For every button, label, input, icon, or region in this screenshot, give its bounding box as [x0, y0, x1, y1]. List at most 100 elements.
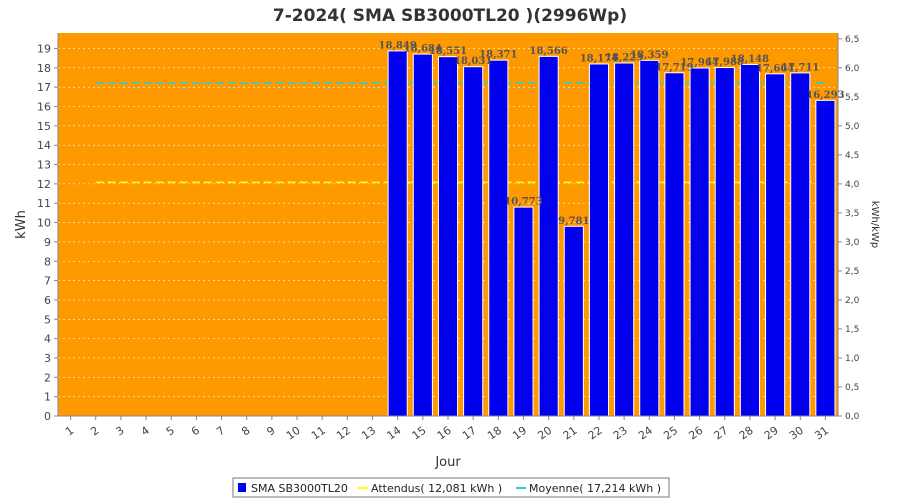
x-tick-label: 10 [284, 424, 303, 443]
data-label: 18,566 [530, 46, 568, 57]
bar [715, 68, 734, 417]
data-label: 18,849 [379, 40, 417, 51]
y2-tick-label: 3,0 [845, 238, 860, 248]
bar [489, 60, 508, 416]
x-tick-label: 22 [586, 424, 605, 443]
y2-tick-label: 6,0 [845, 64, 860, 74]
y2-tick-label: 1,5 [845, 325, 859, 335]
x-tick-label: 3 [113, 424, 126, 439]
bar [690, 68, 709, 417]
y-tick-label: 16 [37, 101, 51, 114]
x-tick-label: 29 [762, 424, 781, 443]
x-tick-label: 19 [510, 424, 529, 443]
y-tick-label: 12 [37, 178, 51, 191]
y-tick-label: 18 [37, 62, 51, 75]
x-tick-label: 1 [63, 424, 76, 439]
data-label: 17,988 [706, 57, 744, 68]
legend-box [232, 477, 670, 498]
x-axis: 1 2 3 4 5 6 7 8 9 10 11 12 13 14 15 16 17 18 19 20 21 22 23 24 2… [58, 415, 838, 443]
data-label: 18,174 [580, 53, 618, 64]
y2-tick-label: 4,5 [845, 151, 859, 161]
x-tick-label: 30 [787, 424, 806, 443]
data-label: 10,773 [504, 197, 542, 208]
data-label: 18,371 [479, 50, 517, 61]
data-label: 18,148 [731, 54, 769, 65]
chart-title: 7-2024( SMA SB3000TL20 )(2996Wp) [273, 6, 627, 26]
y2-tick-label: 1,0 [845, 354, 860, 364]
y-tick-label: 4 [44, 333, 51, 346]
legend-label: Moyenne( 17,214 kWh ) [529, 482, 661, 495]
data-label: 17,719 [655, 62, 693, 73]
y-tick-label: 8 [44, 255, 51, 268]
data-label: 17,964 [680, 58, 718, 69]
y2-tick-label: 3,5 [845, 209, 859, 219]
bar [791, 73, 810, 416]
data-label: 17,711 [781, 62, 819, 73]
bar [514, 207, 533, 416]
bar [640, 60, 659, 416]
x-tick-label: 16 [435, 424, 454, 443]
x-axis-label: Jour [434, 455, 461, 470]
x-tick-label: 21 [561, 424, 580, 443]
x-tick-label: 12 [334, 424, 353, 443]
data-label: 17,664 [756, 63, 794, 74]
y2-tick-label: 2,5 [845, 267, 859, 277]
bar [816, 100, 835, 416]
y-tick-label: 5 [44, 313, 51, 326]
legend-label: SMA SB3000TL20 [251, 482, 348, 495]
x-tick-label: 27 [712, 424, 731, 443]
bar [740, 64, 759, 416]
bar [615, 63, 634, 416]
bar [589, 64, 609, 416]
x-tick-label: 9 [264, 424, 277, 439]
y-tick-label: 11 [37, 197, 51, 210]
y-axis-label: kWh [14, 210, 29, 239]
y-tick-label: 13 [37, 159, 51, 172]
reference-lines [95, 82, 826, 184]
x-tick-label: 26 [686, 424, 705, 443]
bar [464, 67, 483, 416]
y2-axis-label: kWh/kWp [869, 201, 880, 248]
legend-label: Attendus( 12,081 kWh ) [371, 482, 502, 495]
x-tick-label: 20 [535, 424, 554, 443]
bar [388, 51, 407, 417]
bar [766, 74, 785, 417]
y2-tick-label: 6,5 [845, 35, 859, 45]
x-tick-label: 25 [661, 424, 680, 443]
x-tick-label: 11 [309, 424, 328, 443]
x-tick-label: 6 [189, 424, 202, 439]
x-tick-label: 28 [737, 424, 756, 443]
bar [539, 56, 558, 416]
bar [665, 73, 684, 416]
bars [387, 50, 836, 417]
y2-axis: 0,0 0,5 1,0 1,5 2,0 2,5 3,0 3,5 4,0 4,5 5,0 5,5 6,0 6… [837, 33, 860, 422]
data-label: 18,359 [630, 50, 668, 61]
x-tick-label: 31 [812, 424, 831, 443]
y-tick-label: 9 [44, 236, 51, 249]
x-tick-label: 2 [88, 424, 101, 439]
bar [438, 57, 458, 417]
data-label: 18,031 [454, 56, 492, 67]
y-tick-label: 19 [37, 42, 51, 55]
data-label: 18,551 [429, 46, 467, 57]
x-tick-label: 18 [485, 424, 504, 443]
y2-tick-label: 2,0 [845, 296, 860, 306]
y-tick-label: 10 [37, 217, 51, 230]
y2-tick-label: 4,0 [845, 180, 860, 190]
x-tick-label: 5 [164, 424, 177, 439]
data-label: 16,293 [806, 90, 844, 101]
y2-tick-label: 0,0 [845, 412, 860, 422]
x-tick-label: 13 [359, 424, 378, 443]
y-tick-label: 2 [44, 371, 51, 384]
x-tick-label: 8 [239, 424, 252, 439]
y-tick-label: 3 [44, 352, 51, 365]
bar [564, 226, 583, 416]
data-label: 18,223 [605, 53, 643, 64]
bar [413, 54, 432, 416]
data-label: 18,684 [404, 44, 442, 55]
x-tick-label: 4 [139, 424, 152, 439]
y-tick-label: 17 [37, 81, 51, 94]
legend-swatch [238, 483, 246, 492]
